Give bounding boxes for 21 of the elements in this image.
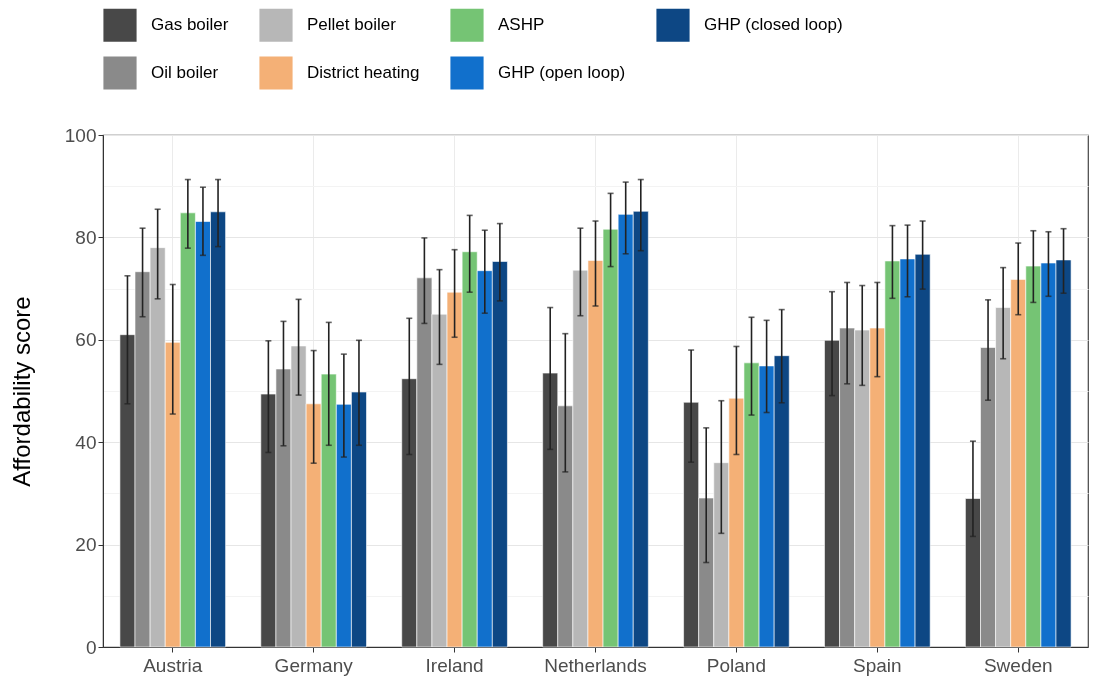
y-axis-title: Affordability score xyxy=(7,296,35,487)
y-tick-label: 80 xyxy=(75,226,97,248)
legend-label: GHP (open loop) xyxy=(498,63,626,82)
y-tick-label: 0 xyxy=(85,636,97,658)
legend-label: GHP (closed loop) xyxy=(704,15,843,35)
y-tick-label: 60 xyxy=(75,329,97,351)
legend-label: ASHP xyxy=(498,15,545,35)
y-tick-label: 40 xyxy=(75,431,97,453)
x-tick-label: Netherlands xyxy=(544,654,647,676)
legend-label: Oil boiler xyxy=(151,63,219,82)
legend-label: District heating xyxy=(307,63,420,82)
y-tick-label: 20 xyxy=(75,534,97,556)
x-tick-label: Ireland xyxy=(425,654,484,676)
x-tick-label: Austria xyxy=(143,654,203,676)
x-tick-label: Germany xyxy=(274,654,354,676)
x-tick-label: Poland xyxy=(706,654,766,676)
legend-label: Gas boiler xyxy=(151,15,229,35)
y-tick-label: 100 xyxy=(64,124,97,146)
x-tick-label: Sweden xyxy=(983,654,1053,676)
legend-label: Pellet boiler xyxy=(307,15,397,35)
x-tick-label: Spain xyxy=(853,654,902,676)
